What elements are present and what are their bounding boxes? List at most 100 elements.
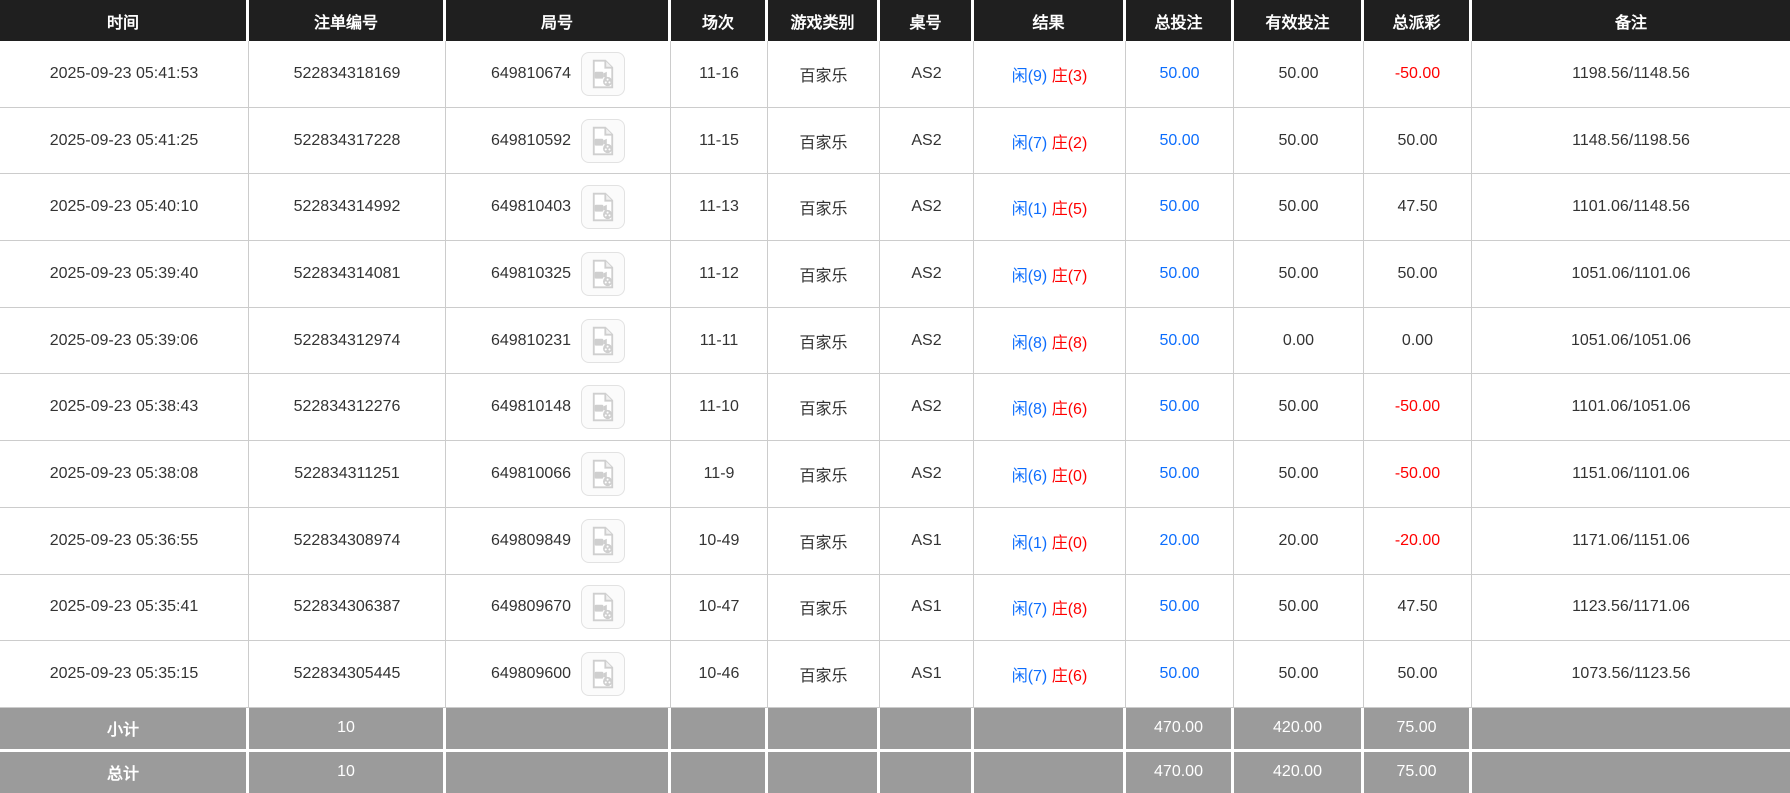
- footer-empty-cell: [671, 751, 768, 793]
- footer-empty-cell: [768, 751, 880, 793]
- time-cell: 2025-09-23 05:35:15: [0, 641, 249, 708]
- table-row: 2025-09-23 05:39:40 522834314081 649810325…: [0, 241, 1790, 308]
- video-replay-button[interactable]: [581, 51, 626, 96]
- header-row: 时间 注单编号 局号 场次 游戏类别 桌号 结果 总投注 有效投注 总派彩 备注: [0, 0, 1790, 41]
- result-cell: 闲(9) 庄(3): [974, 41, 1126, 108]
- total-bet-link[interactable]: 50.00: [1159, 64, 1200, 82]
- video-file-icon: [592, 193, 614, 222]
- total-bet-link[interactable]: 50.00: [1159, 264, 1200, 282]
- video-replay-button[interactable]: [581, 585, 626, 630]
- remark-cell: 1148.56/1198.56: [1472, 107, 1790, 175]
- total_bet-cell: 20.00: [1126, 507, 1234, 575]
- result-banker: 庄(0): [1051, 467, 1088, 485]
- total_bet-cell: 50.00: [1126, 241, 1234, 308]
- result-cell: 闲(7) 庄(6): [974, 641, 1126, 708]
- footer-empty-cell: [446, 751, 671, 793]
- round-id-value: 649810403: [490, 198, 572, 216]
- game_type-cell: 百家乐: [768, 574, 880, 642]
- time-cell: 2025-09-23 05:39:40: [0, 241, 249, 308]
- footer-empty-cell: [446, 707, 671, 752]
- total-bet-link[interactable]: 50.00: [1159, 331, 1200, 349]
- table_no-cell: AS1: [880, 507, 974, 575]
- video-file-icon: [592, 526, 614, 555]
- total-bet-link[interactable]: 50.00: [1159, 665, 1200, 683]
- game_type-cell: 百家乐: [768, 41, 880, 108]
- total-bet-link[interactable]: 50.00: [1159, 464, 1200, 482]
- total-bet-link[interactable]: 50.00: [1159, 398, 1200, 416]
- footer-empty-cell: [671, 707, 768, 752]
- column-header-game_type: 游戏类别: [768, 0, 880, 41]
- table-row: 2025-09-23 05:41:53 522834318169 649810674…: [0, 41, 1790, 108]
- result-player: 闲(6): [1011, 467, 1048, 485]
- video-replay-button[interactable]: [581, 118, 626, 163]
- footer-empty-cell: [880, 751, 974, 793]
- column-header-bet_id: 注单编号: [249, 0, 446, 41]
- bet_id-cell: 522834314992: [249, 174, 446, 242]
- remark-cell: 1051.06/1051.06: [1472, 307, 1790, 375]
- remark-cell: 1198.56/1148.56: [1472, 41, 1790, 108]
- bet_id-cell: 522834314081: [249, 241, 446, 308]
- total_payout-cell: 47.50: [1364, 574, 1472, 642]
- bet_id-cell: 522834312974: [249, 307, 446, 375]
- footer-remark-cell: [1472, 707, 1790, 752]
- table_no-cell: AS1: [880, 641, 974, 708]
- footer-empty-cell: [974, 707, 1126, 752]
- remark-cell: 1171.06/1151.06: [1472, 507, 1790, 575]
- session-cell: 11-11: [671, 307, 768, 375]
- bet_id-cell: 522834308974: [249, 507, 446, 575]
- total-bet-link[interactable]: 50.00: [1159, 198, 1200, 216]
- total-bet-link[interactable]: 20.00: [1159, 531, 1200, 549]
- table-row: 2025-09-23 05:35:15 522834305445 649809600…: [0, 641, 1790, 708]
- session-cell: 10-46: [671, 641, 768, 708]
- time-cell: 2025-09-23 05:39:06: [0, 307, 249, 375]
- video-replay-button[interactable]: [581, 251, 626, 296]
- result-banker: 庄(2): [1051, 134, 1088, 152]
- total-payout-value: 0.00: [1401, 331, 1434, 349]
- round_id-cell: 649810403: [446, 174, 671, 242]
- total_bet-cell: 50.00: [1126, 307, 1234, 375]
- total_payout-cell: -50.00: [1364, 374, 1472, 442]
- result-cell: 闲(7) 庄(2): [974, 107, 1126, 175]
- video-replay-button[interactable]: [581, 318, 626, 363]
- session-cell: 11-12: [671, 241, 768, 308]
- video-replay-button[interactable]: [581, 385, 626, 430]
- remark-cell: 1151.06/1101.06: [1472, 441, 1790, 508]
- video-file-icon: [592, 393, 614, 422]
- game_type-cell: 百家乐: [768, 107, 880, 175]
- total_payout-cell: -50.00: [1364, 441, 1472, 508]
- video-file-icon: [592, 59, 614, 89]
- footer-total-bet-cell: 470.00: [1126, 751, 1234, 793]
- table_no-cell: AS2: [880, 241, 974, 308]
- column-header-remark: 备注: [1472, 0, 1790, 41]
- total_bet-cell: 50.00: [1126, 41, 1234, 108]
- table_no-cell: AS2: [880, 107, 974, 175]
- bet_id-cell: 522834312276: [249, 374, 446, 442]
- video-replay-button[interactable]: [581, 451, 626, 496]
- total_bet-cell: 50.00: [1126, 107, 1234, 175]
- table_no-cell: AS2: [880, 374, 974, 442]
- column-header-total_bet: 总投注: [1126, 0, 1234, 41]
- session-cell: 10-49: [671, 507, 768, 575]
- game_type-cell: 百家乐: [768, 174, 880, 242]
- footer-count-cell: 10: [249, 751, 446, 793]
- total-payout-value: -50.00: [1394, 464, 1441, 482]
- video-replay-button[interactable]: [581, 185, 626, 230]
- valid_bet-cell: 50.00: [1234, 107, 1364, 175]
- total_bet-cell: 50.00: [1126, 374, 1234, 442]
- result-cell: 闲(6) 庄(0): [974, 441, 1126, 508]
- valid_bet-cell: 20.00: [1234, 507, 1364, 575]
- column-header-valid_bet: 有效投注: [1234, 0, 1364, 41]
- video-replay-button[interactable]: [581, 652, 626, 697]
- result-player: 闲(8): [1011, 334, 1048, 352]
- game_type-cell: 百家乐: [768, 641, 880, 708]
- result-player: 闲(7): [1011, 134, 1048, 152]
- bet_id-cell: 522834305445: [249, 641, 446, 708]
- total-bet-link[interactable]: 50.00: [1159, 598, 1200, 616]
- total-bet-link[interactable]: 50.00: [1159, 131, 1200, 149]
- table_no-cell: AS1: [880, 574, 974, 642]
- total_bet-cell: 50.00: [1126, 174, 1234, 242]
- remark-cell: 1101.06/1051.06: [1472, 374, 1790, 442]
- footer-total-payout-cell: 75.00: [1364, 707, 1472, 752]
- video-replay-button[interactable]: [581, 518, 626, 563]
